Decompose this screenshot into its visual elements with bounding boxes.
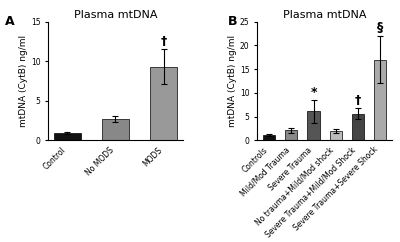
Text: †: †: [354, 94, 361, 107]
Text: A: A: [5, 15, 14, 28]
Bar: [374, 60, 386, 140]
Text: *: *: [310, 86, 317, 99]
Bar: [352, 114, 364, 140]
Text: §: §: [377, 21, 383, 34]
Bar: [330, 131, 342, 140]
Bar: [308, 111, 320, 140]
Y-axis label: mtDNA (CytB) ng/ml: mtDNA (CytB) ng/ml: [19, 35, 28, 127]
Title: Plasma mtDNA: Plasma mtDNA: [283, 10, 366, 20]
Bar: [285, 130, 298, 140]
Y-axis label: mtDNA (CytB) ng/ml: mtDNA (CytB) ng/ml: [228, 35, 237, 127]
Bar: [54, 133, 80, 140]
Text: †: †: [160, 35, 167, 48]
Bar: [263, 135, 275, 140]
Title: Plasma mtDNA: Plasma mtDNA: [74, 10, 157, 20]
Bar: [150, 67, 177, 140]
Text: B: B: [228, 15, 237, 28]
Bar: [102, 119, 129, 140]
